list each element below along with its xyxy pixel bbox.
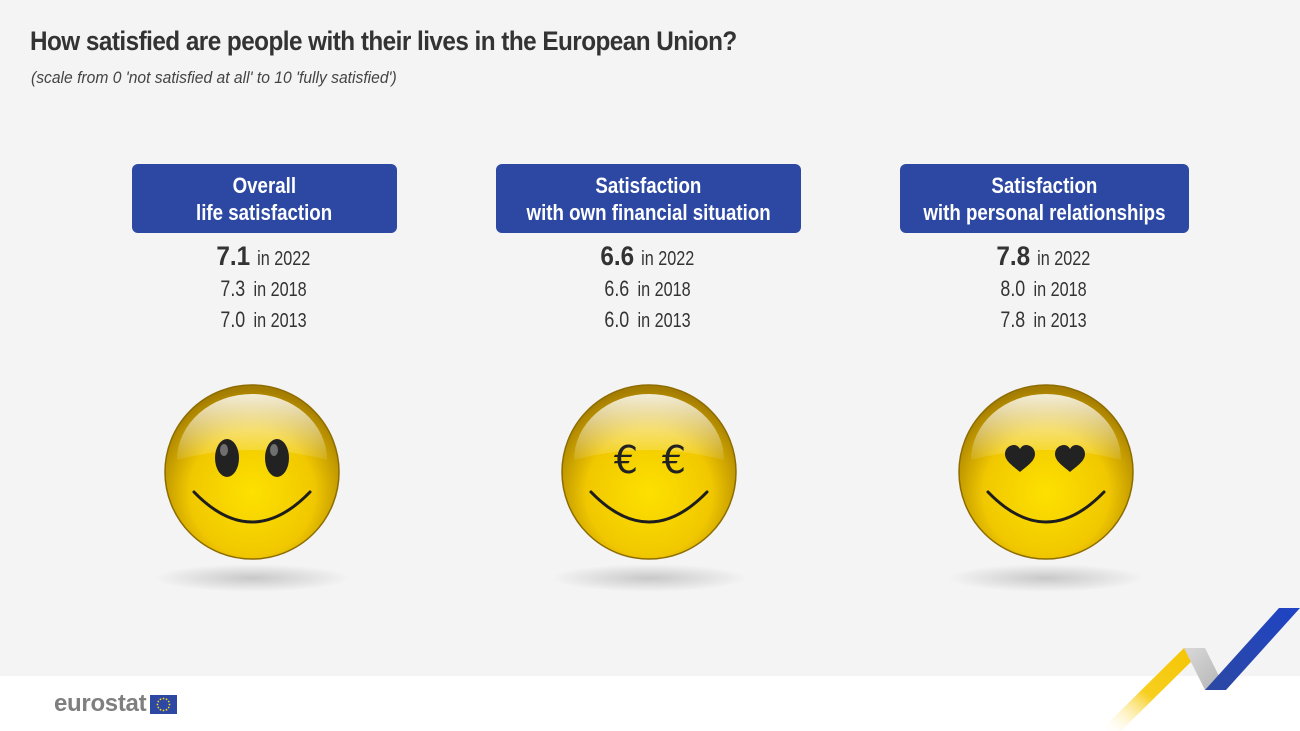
data-label-value: 7.1	[216, 241, 250, 271]
value-row-2022: 7.8 in 2022	[991, 241, 1099, 273]
data-label-year: in 2018	[637, 278, 691, 301]
value-row-2022: 7.1 in 2022	[211, 241, 319, 273]
value-row-2018: 6.6 in 2018	[595, 273, 703, 305]
data-label-value: 7.3	[220, 275, 246, 301]
eu-star	[162, 709, 165, 711]
value-row-2022: 6.6 in 2022	[595, 241, 703, 273]
smiley-euro-eyes-icon: € €	[551, 384, 747, 592]
value-row-2013: 7.8 in 2013	[991, 304, 1099, 336]
data-label-year: in 2022	[1036, 248, 1090, 270]
category-label-line: Satisfaction	[991, 172, 1098, 198]
eu-star	[159, 708, 162, 711]
value-row-2013: 6.0 in 2013	[595, 304, 703, 336]
category-label: Satisfaction with personal relationships	[900, 164, 1189, 233]
chart-subtitle: (scale from 0 'not satisfied at all' to …	[31, 68, 397, 87]
eurostat-chevron-icon	[1100, 608, 1300, 731]
chart-title: How satisfied are people with their live…	[30, 26, 737, 56]
eu-star	[168, 700, 170, 702]
data-label-value: 6.0	[604, 307, 630, 332]
data-label-value: 7.8	[996, 241, 1030, 271]
eurostat-wordmark: eurostat	[54, 690, 147, 717]
eu-star	[156, 703, 159, 705]
data-label-year: in 2013	[1033, 310, 1087, 332]
eu-star	[159, 697, 162, 700]
euro-eye-left: €	[614, 438, 638, 482]
category-overall-life: Overall life satisfaction 7.1 in 2022 7.…	[132, 164, 397, 336]
eu-flag-icon	[150, 694, 178, 714]
smiley-oval-eyes-icon	[154, 384, 350, 592]
category-label-line: Satisfaction	[595, 172, 702, 198]
value-row-2018: 7.3 in 2018	[211, 273, 319, 305]
data-label-year: in 2013	[637, 310, 691, 332]
data-label-value: 6.6	[604, 275, 630, 301]
eu-star	[165, 708, 168, 711]
value-list: 7.8 in 2022 8.0 in 2018 7.8 in 2013	[991, 241, 1099, 336]
category-personal-relationships: Satisfaction with personal relationships…	[900, 164, 1189, 336]
category-label: Overall life satisfaction	[132, 164, 397, 233]
data-label-year: in 2022	[256, 248, 310, 270]
eu-star	[165, 697, 168, 700]
data-label-value: 7.0	[220, 307, 246, 332]
category-financial-situation: Satisfaction with own financial situatio…	[496, 164, 801, 336]
eu-star	[168, 703, 171, 705]
data-label-year: in 2018	[1033, 278, 1087, 301]
eu-star	[162, 697, 165, 699]
footer-bar	[0, 676, 1300, 731]
category-label-line: with own financial situation	[526, 199, 771, 225]
data-label-year: in 2018	[253, 278, 307, 301]
category-label-line: with personal relationships	[923, 199, 1166, 225]
category-label: Satisfaction with own financial situatio…	[496, 164, 801, 233]
eurostat-logo: eurostat	[54, 690, 178, 718]
eu-star	[168, 706, 170, 708]
data-label-value: 7.8	[1000, 307, 1026, 332]
value-row-2013: 7.0 in 2013	[211, 304, 319, 336]
category-label-line: Overall	[232, 172, 297, 198]
category-label-line: life satisfaction	[196, 199, 333, 225]
smiley-heart-eyes-icon	[948, 384, 1144, 592]
data-label-value: 6.6	[600, 241, 634, 271]
data-label-year: in 2013	[253, 310, 307, 332]
value-row-2018: 8.0 in 2018	[991, 273, 1099, 305]
euro-eye-right: €	[662, 438, 686, 482]
data-label-year: in 2022	[640, 248, 694, 270]
eu-star	[157, 706, 160, 708]
value-list: 7.1 in 2022 7.3 in 2018 7.0 in 2013	[211, 241, 319, 336]
eu-star	[157, 700, 160, 702]
data-label-value: 8.0	[1000, 275, 1026, 301]
value-list: 6.6 in 2022 6.6 in 2018 6.0 in 2013	[595, 241, 703, 336]
